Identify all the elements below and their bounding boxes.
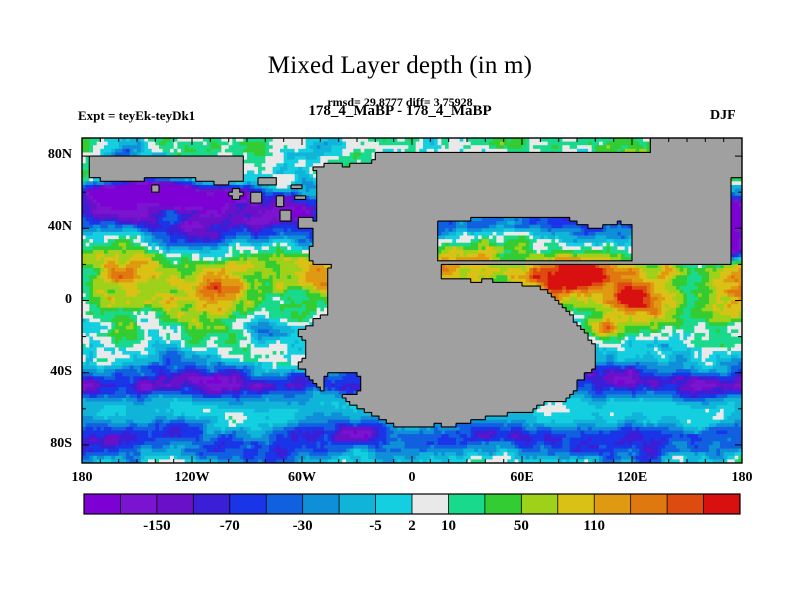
y-axis-label: 40S: [50, 363, 72, 379]
colorbar-label: 110: [583, 518, 606, 534]
axis-ticks: [81, 138, 743, 463]
colorbar-label: 10: [440, 518, 456, 534]
x-axis-label: 120E: [616, 470, 648, 485]
contour-field: [82, 138, 743, 464]
colorbar: [83, 493, 741, 515]
y-axis-label: 80N: [47, 147, 72, 163]
stats-annotation: rmsd= 29.8777 diff= 3.75928: [327, 95, 473, 109]
case-annotation: 178_4_MaBP - 178_4_MaBP: [308, 103, 492, 119]
colorbar-label: -30: [292, 518, 313, 534]
y-axis-label: 40N: [47, 219, 72, 235]
colorbar-label: 50: [513, 518, 529, 534]
x-axis-label: 180: [71, 470, 93, 485]
x-axis-label: 0: [408, 470, 416, 485]
x-axis-label: 60W: [288, 470, 316, 485]
x-axis-label: 180: [731, 470, 753, 485]
x-axis-label: 120W: [174, 470, 210, 485]
y-axis-label: 0: [65, 291, 72, 307]
y-axis-label: 80S: [50, 435, 72, 451]
colorbar-label: -5: [369, 518, 382, 534]
page-title: Mixed Layer depth (in m): [267, 52, 533, 79]
x-axis-label: 60E: [510, 470, 534, 485]
season-label: DJF: [710, 108, 736, 123]
colorbar-label: -70: [219, 518, 240, 534]
colorbar-label: -150: [143, 518, 171, 534]
experiment-label: Expt = teyEk-teyDk1: [78, 108, 196, 123]
colorbar-label: 2: [408, 518, 416, 534]
